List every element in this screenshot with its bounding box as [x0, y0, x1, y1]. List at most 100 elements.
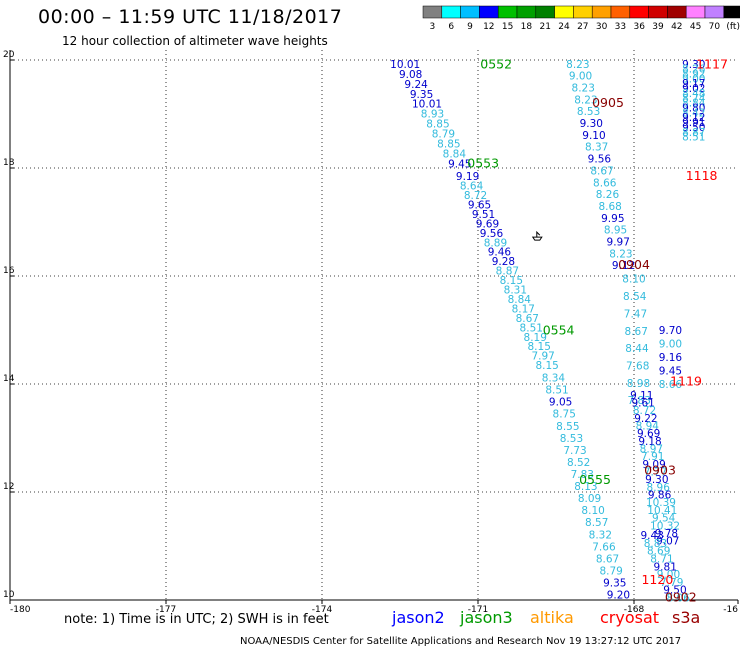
wave-height-label: 9.54: [652, 513, 676, 525]
colorbar-swatch: [704, 5, 725, 19]
colorbar-tick-label: 39: [652, 22, 664, 32]
y-tick-label: 16: [3, 266, 15, 276]
wave-height-label: 9.35: [603, 578, 626, 590]
colorbar-tick-label: 70: [709, 22, 721, 32]
legend-cryosat: cryosat: [600, 608, 660, 627]
wave-height-label: 8.26: [682, 64, 706, 76]
colorbar-tick-label: 3: [430, 22, 436, 32]
colorbar-swatch: [497, 5, 518, 19]
wave-height-label: 8.55: [556, 421, 579, 433]
wave-height-label: 7.83: [628, 395, 651, 407]
colorbar-swatch: [422, 5, 443, 19]
wave-height-label: 8.23: [609, 248, 632, 260]
wave-height-label: 9.50: [663, 585, 686, 597]
page-subtitle: 12 hour collection of altimeter wave hei…: [62, 34, 328, 48]
wave-height-label: 8.06: [667, 592, 691, 604]
x-tick-label: -174: [312, 605, 333, 615]
colorbar-tick-label: 15: [502, 22, 513, 32]
wave-height-label: 8.84: [508, 294, 532, 306]
track-id-label: 0903: [644, 462, 676, 477]
wave-height-label: 8.10: [622, 274, 645, 286]
wave-height-label: 9.22: [634, 413, 657, 425]
wave-height-label: 8.34: [542, 373, 566, 385]
y-tick-label: 20: [3, 50, 15, 60]
wave-height-label: 9.95: [601, 213, 624, 225]
wave-height-label: 8.95: [604, 225, 627, 237]
colorbar-tick-label: 27: [577, 22, 588, 32]
wave-height-label: 8.09: [578, 493, 601, 505]
colorbar-tick-label: 36: [633, 22, 645, 32]
colorbar-swatch: [685, 5, 706, 19]
wave-height-label: 10.39: [646, 497, 676, 509]
wave-height-label: 8.15: [535, 360, 558, 372]
wave-height-label: 9.61: [631, 397, 654, 409]
wave-height-label: 9.56: [480, 228, 504, 240]
legend-altika: altika: [530, 608, 574, 627]
wave-height-label: 9.69: [476, 218, 499, 230]
wave-height-label: 9.91: [682, 117, 705, 129]
wave-height-label: 9.70: [659, 325, 682, 337]
wave-height-label: 8.52: [567, 457, 590, 469]
wave-height-label: 8.17: [512, 303, 535, 315]
wave-height-label: 9.09: [642, 459, 665, 471]
colorbar-swatch: [610, 5, 631, 19]
wave-height-label: 9.11: [630, 390, 653, 402]
wave-height-label: 9.19: [456, 171, 479, 183]
wave-height-label: 8.97: [640, 444, 663, 456]
wave-height-label: 8.87: [496, 266, 519, 278]
track-id-label: 0904: [618, 257, 650, 272]
wave-height-label: 9.12: [682, 112, 705, 124]
y-tick-label: 18: [3, 158, 15, 168]
wave-height-label: 8.75: [553, 409, 576, 421]
track-id-label: 1117: [696, 56, 728, 71]
colorbar-swatch: [629, 5, 649, 19]
wave-height-label: 8.13: [574, 481, 597, 493]
wave-height-label: 8.42: [682, 107, 705, 119]
colorbar-tick-label: 33: [615, 22, 626, 32]
colorbar-tick-label: 21: [539, 22, 550, 32]
legend-jason2: jason2: [392, 608, 445, 627]
wave-height-label: 9.08: [399, 69, 422, 81]
y-tick-label: 14: [3, 374, 15, 384]
wave-height-label: 7.73: [563, 445, 586, 457]
wave-height-label: 9.50: [682, 122, 705, 134]
page-title: 00:00 – 11:59 UTC 11/18/2017: [38, 6, 343, 28]
wave-height-label: 8.57: [585, 517, 608, 529]
wave-height-label: 9.05: [549, 397, 572, 409]
wave-height-label: 9.69: [637, 428, 660, 440]
colorbar-tick-label: 30: [596, 22, 608, 32]
wave-height-label: 10.41: [647, 505, 677, 517]
wave-height-label: 10.01: [390, 59, 420, 71]
wave-height-label: 8.87: [682, 127, 705, 139]
colorbar-swatch: [441, 5, 461, 19]
colorbar-swatch: [648, 5, 668, 19]
wave-height-label: 9.30: [580, 118, 603, 130]
colorbar-swatch: [554, 5, 574, 19]
wave-height-label: 8.79: [432, 129, 455, 141]
footer-note: note: 1) Time is in UTC; 2) SWH is in fe…: [64, 612, 329, 627]
wave-height-label: 8.51: [520, 322, 543, 334]
wave-height-label: 8.26: [596, 189, 620, 201]
wave-height-label: 8.64: [460, 181, 484, 193]
footer-credit: NOAA/NESDIS Center for Satellite Applica…: [240, 636, 682, 647]
colorbar-tick-label: 24: [558, 22, 570, 32]
wave-height-label: 9.00: [682, 73, 705, 85]
colorbar-tick-label: 42: [671, 22, 682, 32]
wave-height-label: 8.48: [682, 88, 705, 100]
x-tick-label: -168: [624, 605, 645, 615]
wave-height-label: 8.66: [659, 379, 683, 391]
wave-height-label: 8.67: [590, 165, 613, 177]
colorbar-swatch: [479, 5, 499, 19]
colorbar-swatch: [591, 5, 612, 19]
wave-height-label: 8.92: [682, 69, 705, 81]
wave-height-label: 8.67: [625, 326, 648, 338]
wave-height-label: 8.44: [625, 343, 649, 355]
wave-height-label: 7.79: [660, 577, 683, 589]
wave-height-label: 7.66: [592, 541, 616, 553]
colorbar-tick-label: 12: [483, 22, 494, 32]
wave-height-label: 9.10: [582, 130, 605, 142]
wave-height-label: 9.16: [659, 352, 683, 364]
wave-height-label: 8.54: [623, 291, 647, 303]
wave-height-label: 8.79: [599, 565, 622, 577]
